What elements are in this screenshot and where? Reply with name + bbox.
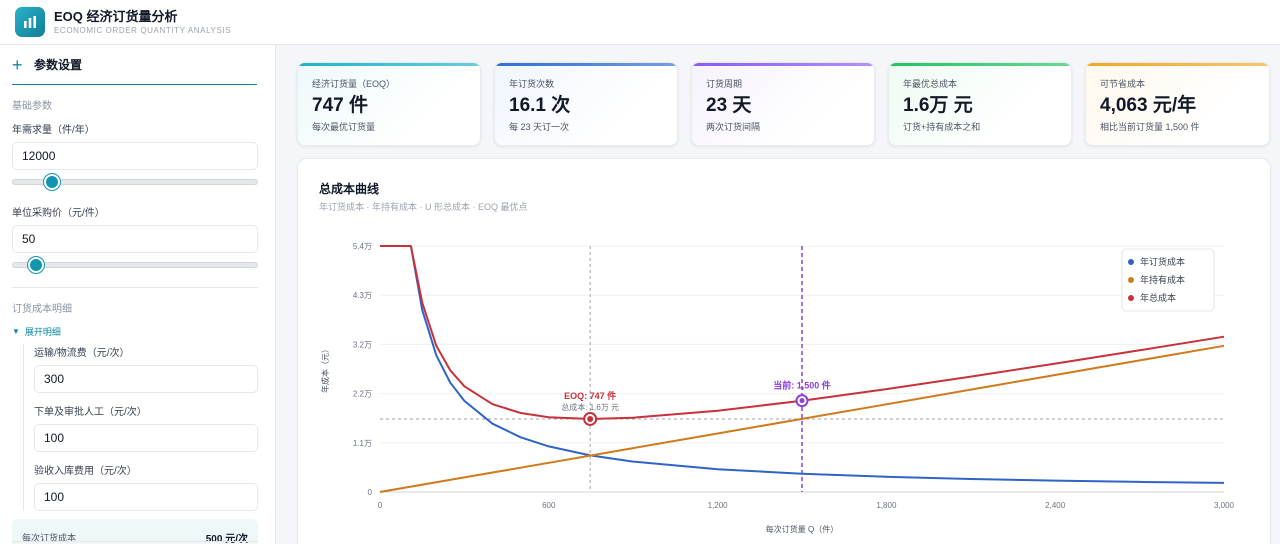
kpi-value: 1.6万 元 <box>903 95 973 116</box>
app-subtitle: ECONOMIC ORDER QUANTITY ANALYSIS <box>54 25 232 35</box>
parameter-panel-header: + 参数设置 <box>12 45 257 85</box>
holding-cost-line <box>379 344 1225 493</box>
kpi-accent <box>495 63 677 66</box>
kpi-card-eoq: 经济订货量（EOQ） 747 件 每次最优订货量 <box>297 62 481 146</box>
annual-demand-slider[interactable] <box>12 174 258 190</box>
app-title: EOQ 经济订货量分析 <box>54 8 178 24</box>
legend-swatch <box>1128 295 1134 301</box>
slider-thumb[interactable] <box>28 257 45 273</box>
legend-swatch <box>1128 259 1134 265</box>
app-header: EOQ 经济订货量分析 ECONOMIC ORDER QUANTITY ANAL… <box>0 0 1280 45</box>
slider-track <box>12 262 258 268</box>
kpi-subtext: 每次最优订货量 <box>312 122 376 132</box>
total-cost-chart: 0 1.1万 2.2万 3.2万 4.3万 5.4万 0 600 1,200 1,800 2,400… <box>320 242 1235 534</box>
chart-subtitle: 年订货成本 · 年持有成本 · U 形总成本 · EOQ 最优点 <box>319 202 528 212</box>
y-tick-label: 1.1万 <box>353 439 372 448</box>
per-order-cost-summary: 每次订货成本 500 元/次 <box>12 519 258 544</box>
basic-params-label: 基础参数 <box>12 101 52 112</box>
transport-cost-label: 运输/物流费（元/次） <box>34 348 130 359</box>
per-order-cost-label: 每次订货成本 <box>22 532 77 543</box>
ordering-cost-line <box>409 245 1225 484</box>
x-axis-label: 每次订货量 Q（件） <box>766 524 838 534</box>
annual-demand-label: 年需求量（件/年） <box>12 125 95 136</box>
y-tick-label: 4.3万 <box>353 291 372 300</box>
kpi-subtext: 相比当前订货量 1,500 件 <box>1100 122 1200 132</box>
ordering-labor-input[interactable] <box>34 424 258 452</box>
x-tick-label: 600 <box>542 501 556 510</box>
current-point-dot <box>799 398 805 404</box>
legend-label: 年总成本 <box>1140 292 1176 303</box>
order-cost-group-label: 订货成本明细 <box>12 304 72 315</box>
eoq-point-dot <box>587 415 594 422</box>
current-annotation-label: 当前: 1,500 件 <box>773 380 831 391</box>
unit-price-slider[interactable] <box>12 257 258 273</box>
kpi-card-order-cycle: 订货周期 23 天 两次订货间隔 <box>691 62 875 146</box>
kpi-subtext: 每 23 天订一次 <box>509 122 570 132</box>
kpi-value: 747 件 <box>312 95 368 116</box>
y-tick-label: 2.2万 <box>353 390 372 399</box>
y-tick-label: 5.4万 <box>353 242 372 251</box>
legend-swatch <box>1128 277 1134 283</box>
divider <box>12 541 258 542</box>
panel-title: 参数设置 <box>34 58 83 72</box>
chart-legend <box>1121 248 1215 312</box>
kpi-accent <box>889 63 1071 66</box>
kpi-accent <box>298 63 480 66</box>
kpi-label: 可节省成本 <box>1100 79 1146 89</box>
x-tick-label: 1,200 <box>708 501 729 510</box>
y-tick-label: 0 <box>368 488 373 497</box>
plus-icon: + <box>12 54 23 75</box>
kpi-label: 年最优总成本 <box>903 79 958 89</box>
total-cost-chart-card: 0 1.1万 2.2万 3.2万 4.3万 5.4万 0 600 1,200 1,800 2,400… <box>297 158 1271 544</box>
x-tick-label: 2,400 <box>1045 501 1066 510</box>
receiving-cost-input[interactable] <box>34 483 258 511</box>
divider <box>12 287 258 288</box>
per-order-cost-value: 500 元/次 <box>205 533 248 544</box>
unit-price-input[interactable] <box>12 225 258 253</box>
kpi-accent <box>692 63 874 66</box>
x-tick-label: 3,000 <box>1214 501 1235 510</box>
order-cost-details: 运输/物流费（元/次） 下单及审批人工（元/次） 验收入库费用（元/次） <box>23 344 269 511</box>
eoq-annotation-sublabel: 总成本: 1.6万 元 <box>561 402 619 412</box>
caret-down-icon: ▼ <box>12 327 20 336</box>
expand-details-label: 展开明细 <box>24 327 61 337</box>
kpi-card-order-count: 年订货次数 16.1 次 每 23 天订一次 <box>494 62 678 146</box>
kpi-label: 年订货次数 <box>509 79 555 89</box>
kpi-value: 16.1 次 <box>509 95 571 116</box>
legend-label: 年持有成本 <box>1140 274 1185 285</box>
annual-demand-input[interactable] <box>12 142 258 170</box>
slider-track <box>12 179 258 185</box>
x-tick-label: 0 <box>378 501 383 510</box>
ordering-labor-label: 下单及审批人工（元/次） <box>34 407 147 418</box>
expand-details-toggle[interactable]: ▼ 展开明细 <box>12 325 257 338</box>
bar-chart-logo-icon <box>15 7 45 37</box>
chart-title: 总成本曲线 <box>319 182 380 196</box>
kpi-accent <box>1086 63 1269 66</box>
kpi-value: 4,063 元/年 <box>1100 95 1197 116</box>
total-cost-line <box>380 245 1225 420</box>
transport-cost-input[interactable] <box>34 365 258 393</box>
unit-price-label: 单位采购价（元/件） <box>12 208 105 219</box>
kpi-label: 经济订货量（EOQ） <box>312 79 396 89</box>
y-tick-label: 3.2万 <box>353 340 372 349</box>
parameter-sidebar: + 参数设置 基础参数 年需求量（件/年） 单位采购价（元/件） 订货成本明细 … <box>0 45 276 544</box>
y-axis-label: 年成本（元） <box>320 345 330 393</box>
kpi-subtext: 两次订货间隔 <box>706 122 761 132</box>
kpi-subtext: 订货+持有成本之和 <box>903 122 981 132</box>
receiving-cost-label: 验收入库费用（元/次） <box>34 466 137 477</box>
x-tick-label: 1,800 <box>876 501 897 510</box>
legend-label: 年订货成本 <box>1140 256 1185 267</box>
kpi-label: 订货周期 <box>706 79 743 89</box>
kpi-card-optimal-cost: 年最优总成本 1.6万 元 订货+持有成本之和 <box>888 62 1072 146</box>
slider-thumb[interactable] <box>44 174 61 190</box>
kpi-card-savings: 可节省成本 4,063 元/年 相比当前订货量 1,500 件 <box>1085 62 1270 146</box>
kpi-value: 23 天 <box>706 95 752 116</box>
eoq-annotation-label: EOQ: 747 件 <box>564 390 616 401</box>
